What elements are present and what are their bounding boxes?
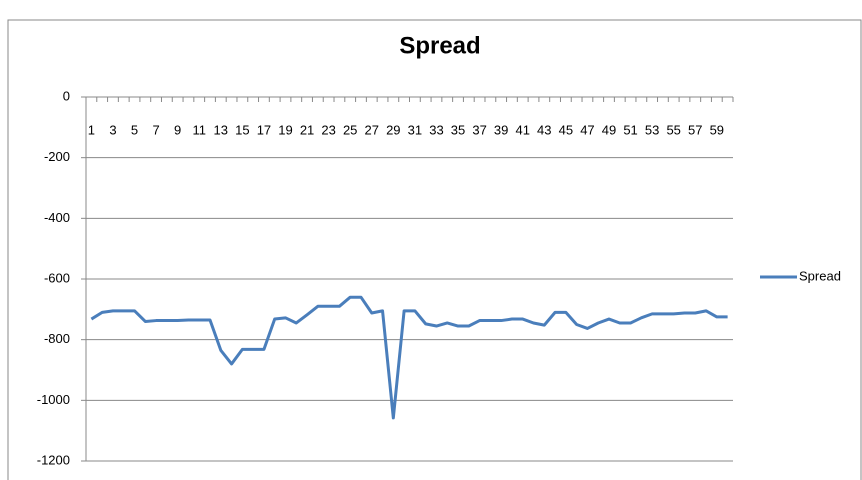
x-tick-label: 29 (386, 122, 400, 137)
y-tick-label: -800 (44, 331, 70, 346)
x-tick-label: 13 (214, 122, 228, 137)
x-tick-label: 7 (152, 122, 159, 137)
x-tick-label: 3 (109, 122, 116, 137)
x-tick-label: 57 (688, 122, 702, 137)
x-tick-label: 23 (321, 122, 335, 137)
x-tick-label: 41 (515, 122, 529, 137)
x-tick-label: 15 (235, 122, 249, 137)
x-tick-label: 17 (257, 122, 271, 137)
x-tick-label: 25 (343, 122, 357, 137)
legend-label: Spread (799, 268, 841, 283)
x-tick-label: 19 (278, 122, 292, 137)
x-tick-label: 1 (88, 122, 95, 137)
x-tick-label: 5 (131, 122, 138, 137)
x-tick-label: 49 (602, 122, 616, 137)
x-tick-label: 59 (710, 122, 724, 137)
x-tick-label: 37 (472, 122, 486, 137)
x-tick-label: 11 (192, 122, 206, 137)
x-tick-label: 39 (494, 122, 508, 137)
series-line (90, 295, 728, 420)
y-tick-label: 0 (63, 88, 70, 103)
x-tick-label: 21 (300, 122, 314, 137)
x-tick-label: 31 (408, 122, 422, 137)
x-tick-label: 9 (174, 122, 181, 137)
y-tick-label: -600 (44, 270, 70, 285)
chart-title: Spread (399, 32, 480, 59)
x-tick-label: 47 (580, 122, 594, 137)
x-tick-label: 53 (645, 122, 659, 137)
y-tick-label: -200 (44, 149, 70, 164)
x-tick-label: 33 (429, 122, 443, 137)
y-tick-label: -1200 (37, 452, 70, 467)
chart-frame (7, 19, 862, 480)
x-tick-label: 43 (537, 122, 551, 137)
x-tick-label: 27 (365, 122, 379, 137)
x-tick-label: 45 (559, 122, 573, 137)
x-tick-label: 51 (623, 122, 637, 137)
y-tick-label: -1000 (37, 392, 70, 407)
x-tick-label: 35 (451, 122, 465, 137)
y-tick-label: -400 (44, 210, 70, 225)
x-tick-label: 55 (666, 122, 680, 137)
